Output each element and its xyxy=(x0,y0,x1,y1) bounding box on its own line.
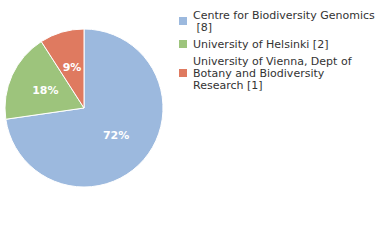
svg-text:72%: 72% xyxy=(103,129,129,142)
svg-text:18%: 18% xyxy=(32,84,58,97)
svg-text:[8]: [8] xyxy=(193,21,212,34)
svg-text:Research [1]: Research [1] xyxy=(193,79,263,92)
svg-text:Centre for Biodiversity Genomi: Centre for Biodiversity Genomics xyxy=(193,9,375,22)
svg-text:University of Vienna, Dept of: University of Vienna, Dept of xyxy=(193,54,355,68)
svg-text:University of Helsinki [2]: University of Helsinki [2] xyxy=(193,38,328,51)
svg-text:Botany and Biodiversity: Botany and Biodiversity xyxy=(193,66,328,80)
svg-text:9%: 9% xyxy=(63,61,82,74)
